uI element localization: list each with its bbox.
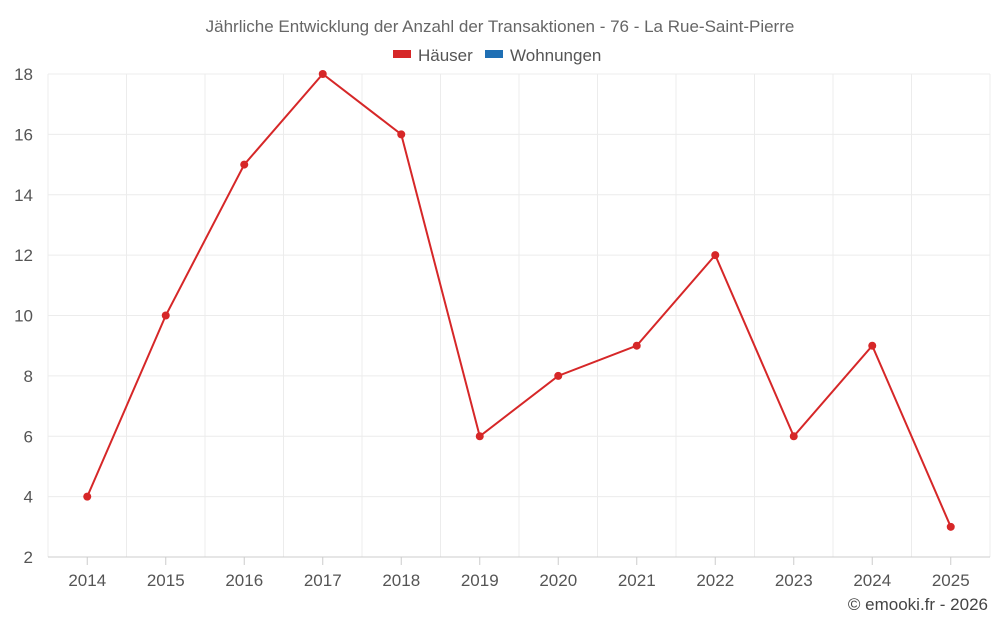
y-tick-label: 10 <box>14 307 33 326</box>
x-tick-label: 2021 <box>618 571 656 590</box>
data-point-2024[interactable] <box>868 341 877 350</box>
y-tick-label: 12 <box>14 246 33 265</box>
data-point-2019[interactable] <box>475 432 484 441</box>
x-axis-ticks: 2014 2015 2016 2017 2018 2019 2020 2021 2022 2023… <box>68 557 970 590</box>
x-tick-label: 2015 <box>147 571 185 590</box>
y-tick-label: 18 <box>14 65 33 84</box>
x-tick-label: 2018 <box>382 571 420 590</box>
y-tick-label: 6 <box>24 427 33 446</box>
legend-swatch-haeuser <box>393 50 411 58</box>
y-tick-label: 14 <box>14 186 33 205</box>
credit-text: © emooki.fr - 2026 <box>848 595 988 614</box>
y-axis-ticks: 2 4 6 8 10 12 14 16 18 <box>14 65 33 567</box>
x-tick-label: 2024 <box>853 571 891 590</box>
y-tick-label: 16 <box>14 125 33 144</box>
y-tick-label: 8 <box>24 367 33 386</box>
legend-swatch-wohnungen <box>485 50 503 58</box>
data-point-2020[interactable] <box>554 371 563 380</box>
data-point-2023[interactable] <box>789 432 798 441</box>
x-tick-label: 2023 <box>775 571 813 590</box>
series-line-haeuser <box>86 72 952 528</box>
x-tick-label: 2014 <box>68 571 106 590</box>
x-tick-label: 2020 <box>539 571 577 590</box>
y-tick-label: 4 <box>24 488 33 507</box>
legend: Häuser Wohnungen <box>393 46 601 65</box>
chart-title: Jährliche Entwicklung der Anzahl der Tra… <box>206 17 795 36</box>
data-point-2022[interactable] <box>711 251 720 260</box>
legend-label-wohnungen[interactable]: Wohnungen <box>510 46 601 65</box>
x-tick-label: 2019 <box>461 571 499 590</box>
x-tick-label: 2025 <box>932 571 970 590</box>
data-point-2014[interactable] <box>83 492 92 501</box>
data-point-2021[interactable] <box>632 341 641 350</box>
series-points-haeuser <box>83 70 955 531</box>
data-point-2017[interactable] <box>318 70 327 78</box>
x-gridlines <box>47 74 991 557</box>
data-point-2016[interactable] <box>240 160 249 169</box>
data-point-2015[interactable] <box>161 311 170 320</box>
x-tick-label: 2016 <box>225 571 263 590</box>
data-point-2018[interactable] <box>397 130 406 139</box>
data-point-2025[interactable] <box>946 522 955 531</box>
x-tick-label: 2017 <box>304 571 342 590</box>
legend-label-haeuser[interactable]: Häuser <box>418 46 473 65</box>
x-tick-label: 2022 <box>696 571 734 590</box>
y-tick-label: 2 <box>24 548 33 567</box>
